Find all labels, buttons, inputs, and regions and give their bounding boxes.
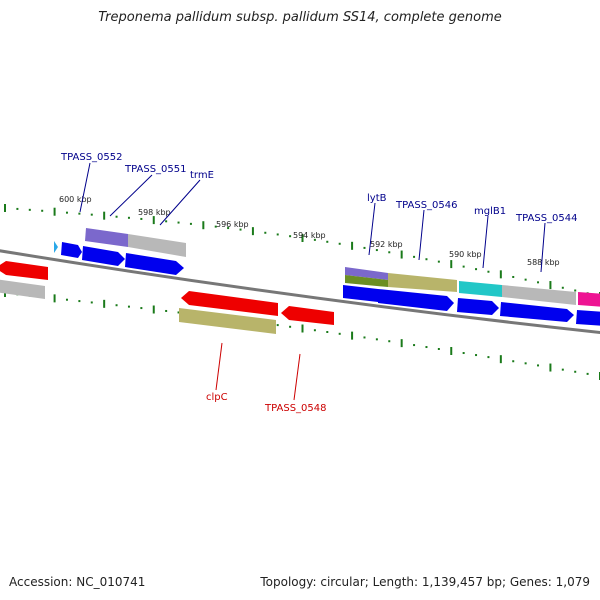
reverse-genes (0, 261, 334, 334)
gene-blue-5 (378, 289, 454, 311)
gene-blue-7 (500, 302, 574, 322)
gene-khaki-mid (388, 273, 457, 292)
reverse-gene-labels: clpC TPASS_0548 (206, 392, 326, 414)
tick-label-594: 594 kbp (293, 231, 326, 240)
gene-red-clpC (181, 291, 278, 316)
label-TPASS_0551: TPASS_0551 (124, 164, 186, 175)
tick-label-588: 588 kbp (527, 258, 560, 267)
gene-blue-3 (125, 253, 184, 275)
gene-gray-left (0, 279, 45, 299)
label-lytB: lytB (367, 193, 387, 204)
label-leaders (79, 162, 546, 401)
gene-gray-top (128, 234, 186, 257)
tick-label-596: 596 kbp (216, 220, 249, 229)
tick-label-592: 592 kbp (370, 240, 403, 249)
gene-blue-2 (82, 246, 125, 266)
map-title: Treponema pallidum subsp. pallidum SS14,… (98, 10, 502, 25)
label-TPASS_0544: TPASS_0544 (515, 213, 577, 224)
lower-scale-track (4, 289, 600, 380)
gene-blue-6 (457, 298, 499, 315)
tick-label-598: 598 kbp (138, 208, 171, 217)
label-TPASS_0548: TPASS_0548 (264, 403, 326, 414)
gene-magenta (578, 292, 600, 307)
gene-khaki-lower (179, 308, 276, 334)
gene-red-0548 (281, 306, 334, 325)
label-clpC: clpC (206, 392, 228, 403)
gene-gray-right (502, 285, 576, 305)
genome-backbone (0, 249, 600, 334)
gene-blue-1 (61, 242, 82, 258)
genome-summary-text: Topology: circular; Length: 1,139,457 bp… (260, 575, 590, 589)
gene-slate-top (85, 228, 128, 247)
accession-text: Accession: NC_010741 (9, 575, 146, 589)
forward-genes (54, 228, 600, 326)
gene-olive-mid (345, 275, 388, 287)
tick-label-590: 590 kbp (449, 250, 482, 259)
tick-label-600: 600 kbp (59, 195, 92, 204)
gene-slate-mid (345, 267, 388, 280)
label-TPASS_0546: TPASS_0546 (395, 200, 457, 211)
scale-labels: 600 kbp 598 kbp 596 kbp 594 kbp 592 kbp … (59, 195, 560, 267)
gene-cyan (459, 281, 502, 297)
gene-blue-4 (343, 285, 378, 302)
forward-gene-labels: TPASS_0552 TPASS_0551 trmE lytB TPASS_05… (60, 152, 577, 224)
gene-skyblue-small (54, 241, 58, 253)
upper-scale-track (4, 204, 600, 300)
label-TPASS_0552: TPASS_0552 (60, 152, 122, 163)
label-trmE: trmE (190, 170, 214, 181)
gene-blue-8 (576, 310, 600, 326)
label-mglB1: mglB1 (474, 206, 506, 217)
gene-red-left (0, 261, 48, 280)
